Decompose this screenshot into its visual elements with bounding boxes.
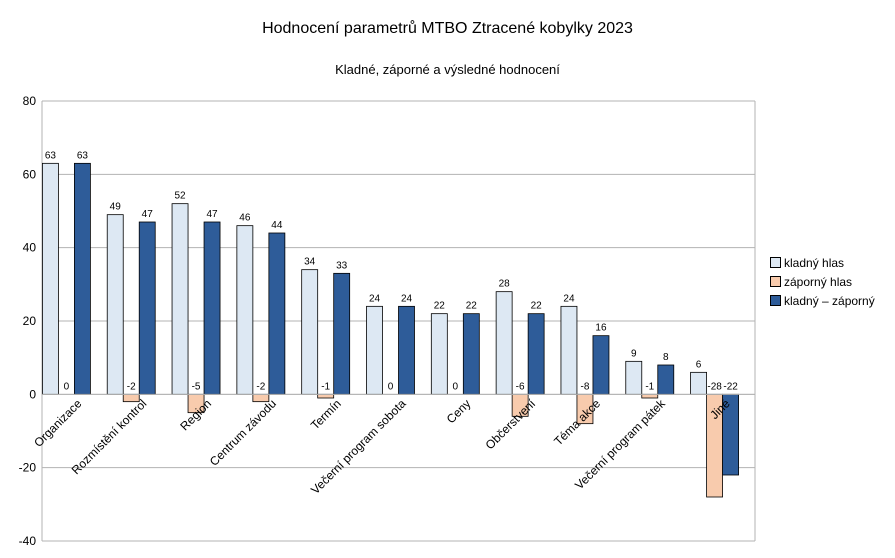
data-label: -6 bbox=[516, 381, 525, 392]
y-tick-label: -20 bbox=[19, 461, 37, 475]
data-label: 16 bbox=[595, 323, 607, 334]
x-tick-label: Centrum závodu bbox=[207, 397, 279, 469]
chart-title: Hodnocení parametrů MTBO Ztracené kobylk… bbox=[262, 20, 633, 37]
data-label: 22 bbox=[531, 301, 543, 312]
data-label: 0 bbox=[388, 381, 394, 392]
data-label: 8 bbox=[663, 352, 669, 363]
bar bbox=[317, 393, 335, 399]
y-tick-label: 20 bbox=[23, 314, 37, 328]
bar bbox=[495, 291, 513, 395]
bar bbox=[625, 360, 643, 395]
data-label: 6 bbox=[696, 359, 702, 370]
x-tick-label: Občerstvení bbox=[483, 396, 539, 452]
data-label: -2 bbox=[127, 381, 136, 392]
bar bbox=[398, 305, 415, 395]
y-tick-label: 0 bbox=[29, 387, 36, 401]
bar bbox=[366, 305, 383, 395]
chart-subtitle: Kladné, záporné a výsledné hodnocení bbox=[335, 62, 560, 77]
bar bbox=[171, 203, 189, 395]
data-label: 22 bbox=[434, 301, 446, 312]
legend-item-kladny: kladný hlas bbox=[770, 253, 875, 272]
x-tick-label: Organizace bbox=[31, 396, 85, 450]
y-tick-label: 60 bbox=[23, 167, 37, 181]
data-label: 44 bbox=[271, 220, 283, 231]
bar bbox=[592, 335, 610, 395]
data-label: 28 bbox=[499, 279, 511, 290]
bar bbox=[268, 232, 286, 395]
x-tick-label: Termín bbox=[308, 397, 344, 433]
data-label: 0 bbox=[453, 381, 459, 392]
bar bbox=[301, 269, 319, 395]
data-label: 24 bbox=[563, 293, 575, 304]
legend-item-vysledne: kladný – záporný bbox=[770, 291, 875, 310]
data-label: -1 bbox=[645, 381, 654, 392]
data-label: 63 bbox=[45, 150, 57, 161]
data-label: 34 bbox=[304, 257, 316, 268]
legend-swatch bbox=[770, 257, 781, 268]
y-tick-label: -40 bbox=[19, 534, 37, 548]
bar bbox=[74, 162, 91, 395]
bar bbox=[462, 313, 480, 395]
data-label: -28 bbox=[707, 381, 722, 392]
legend-swatch bbox=[770, 276, 781, 287]
data-label: -2 bbox=[256, 381, 265, 392]
bar bbox=[236, 225, 254, 395]
bar bbox=[641, 393, 659, 399]
data-label: -1 bbox=[321, 381, 330, 392]
legend-swatch bbox=[770, 295, 781, 306]
data-label: 24 bbox=[369, 293, 381, 304]
bar bbox=[657, 364, 675, 395]
bar bbox=[430, 313, 448, 395]
bar bbox=[333, 272, 351, 395]
bar bbox=[560, 305, 578, 395]
bar bbox=[527, 313, 545, 395]
y-tick-label: 40 bbox=[23, 241, 37, 255]
data-label: -8 bbox=[581, 381, 590, 392]
data-label: 22 bbox=[466, 301, 478, 312]
y-tick-label: 80 bbox=[23, 94, 37, 108]
bar bbox=[203, 221, 221, 395]
data-label: 47 bbox=[142, 209, 154, 220]
bar bbox=[690, 371, 707, 395]
chart-legend: kladný hlas záporný hlas kladný – záporn… bbox=[770, 253, 875, 310]
data-label: 49 bbox=[110, 202, 122, 213]
data-label: 0 bbox=[64, 381, 70, 392]
data-label: 47 bbox=[206, 209, 218, 220]
data-label: 9 bbox=[631, 348, 637, 359]
data-label: 46 bbox=[239, 213, 251, 224]
bar bbox=[42, 162, 59, 395]
data-label: 63 bbox=[77, 150, 89, 161]
bar bbox=[138, 221, 156, 395]
legend-item-zaporny: záporný hlas bbox=[770, 272, 875, 291]
x-tick-label: Ceny bbox=[444, 397, 474, 427]
data-label: -5 bbox=[192, 381, 201, 392]
legend-label: kladný – záporný bbox=[784, 293, 875, 308]
legend-label: kladný hlas bbox=[784, 255, 845, 270]
legend-label: záporný hlas bbox=[784, 274, 853, 289]
data-label: 33 bbox=[336, 260, 348, 271]
bar bbox=[106, 214, 124, 395]
data-label: 24 bbox=[401, 293, 413, 304]
data-label: 52 bbox=[174, 191, 186, 202]
data-label: -22 bbox=[723, 381, 738, 392]
